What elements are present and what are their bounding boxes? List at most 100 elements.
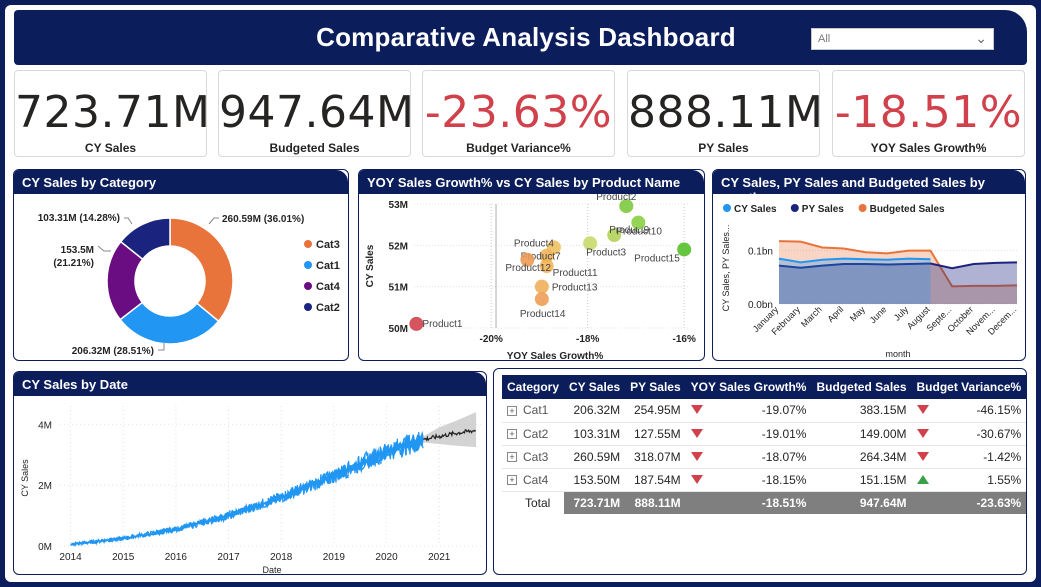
cy-sales-line[interactable]	[70, 432, 424, 548]
legend-item-budgeted-sales[interactable]: Budgeted Sales	[858, 204, 945, 215]
cell-py-sales: 127.55M	[625, 422, 686, 446]
expand-plus-icon[interactable]: +	[507, 452, 517, 463]
donut-slice-cat3[interactable]	[169, 217, 234, 323]
legend-item-cat2[interactable]: Cat2	[304, 302, 340, 314]
line-chart[interactable]: 2014 2015 2016 2017 2018 2019 2020 2021 0M 2M 4M Da…	[14, 396, 487, 575]
scatter-point-product15[interactable]	[677, 242, 692, 257]
total-py-sales: 888.11M	[625, 491, 686, 514]
header-category[interactable]: Category	[502, 375, 565, 399]
y-tick-label: 51M	[389, 283, 408, 294]
forecast-line[interactable]	[422, 429, 477, 442]
donut-slice-cat2[interactable]	[119, 217, 171, 261]
x-tick-label: May	[848, 304, 867, 323]
row-category[interactable]: + Cat4	[502, 468, 565, 492]
total-yoy-growth: -18.51%	[685, 491, 812, 514]
y-tick-label: 52M	[389, 241, 408, 252]
category-filter-dropdown[interactable]: All ⌄	[811, 28, 994, 50]
header-py-sales[interactable]: PY Sales	[625, 375, 686, 399]
header-budget-variance[interactable]: Budget Variance%	[911, 375, 1027, 399]
header-cy-sales[interactable]: CY Sales	[564, 375, 626, 399]
donut-chart[interactable]: 260.59M (36.01%) 206.32M (28.51%) 153.5M (2…	[14, 194, 349, 361]
header-budgeted-sales[interactable]: Budgeted Sales	[811, 375, 912, 399]
legend-item-cat1[interactable]: Cat1	[304, 260, 340, 272]
row-category[interactable]: + Cat2	[502, 422, 565, 446]
row-category[interactable]: + Cat3	[502, 445, 565, 469]
cell-yoy-growth: -18.15%	[685, 468, 812, 492]
scatter-point-product1[interactable]	[409, 316, 424, 331]
x-tick-label: 2016	[165, 552, 188, 563]
scatter-point-product2[interactable]	[619, 199, 634, 214]
area-cy-sales[interactable]	[779, 258, 931, 304]
cell-budgeted-sales: 151.15M	[811, 468, 912, 492]
trend-down-icon	[690, 405, 703, 415]
y-tick-label: 4M	[38, 420, 52, 431]
scatter-point-product10[interactable]	[631, 215, 646, 230]
leader-line	[208, 217, 219, 225]
line-py-sales[interactable]	[778, 261, 1018, 270]
table-header-row: Category CY Sales PY Sales YOY Sales Gro…	[502, 375, 1027, 399]
line-budgeted-sales[interactable]	[778, 240, 1018, 288]
table-row[interactable]: + Cat3 260.59M 318.07M -18.07% 264.34M -1.42%	[502, 445, 1027, 469]
point-label: Product4	[514, 238, 554, 249]
point-label: Product9	[609, 225, 649, 236]
scatter-point-product13[interactable]	[534, 279, 549, 294]
kpi-card-yoy-growth[interactable]: -18.51% YOY Sales Growth%	[832, 70, 1025, 157]
kpi-card-budget-variance[interactable]: -23.63% Budget Variance%	[422, 70, 615, 157]
x-tick-label: -16%	[672, 334, 695, 345]
x-axis-title: YOY Sales Growth%	[507, 351, 604, 361]
matrix-table: Category CY Sales PY Sales YOY Sales Gro…	[502, 375, 1027, 514]
yoy-value: -18.15%	[761, 472, 807, 487]
y-tick-label: 0M	[38, 542, 52, 553]
leader-line	[158, 342, 165, 351]
kpi-value: 723.71M	[15, 87, 211, 138]
legend-item-py-sales[interactable]: PY Sales	[790, 204, 845, 215]
table-row[interactable]: + Cat1 206.32M 254.95M -19.07% 383.15M -46.15%	[502, 399, 1027, 423]
scatter-point-product7[interactable]	[539, 248, 554, 263]
point-label: Product10	[616, 227, 662, 238]
kpi-card-py-sales[interactable]: 888.11M PY Sales	[627, 70, 823, 157]
yoy-value: -19.01%	[761, 426, 807, 441]
scatter-point-product11[interactable]	[539, 259, 554, 273]
kpi-value: -23.63%	[424, 87, 613, 138]
expand-plus-icon[interactable]: +	[507, 475, 517, 486]
legend-item-cy-sales[interactable]: CY Sales	[723, 204, 777, 215]
scatter-point-product12[interactable]	[520, 252, 535, 267]
area-budgeted-sales[interactable]	[779, 241, 1017, 304]
scatter-point-product9[interactable]	[607, 228, 622, 242]
kpi-label: PY Sales	[698, 141, 749, 155]
expand-plus-icon[interactable]: +	[507, 406, 517, 417]
table-row[interactable]: + Cat2 103.31M 127.55M -19.01% 149.00M -30.67%	[502, 422, 1027, 446]
row-category[interactable]: + Cat1	[502, 399, 565, 423]
x-tick-label: 2019	[323, 552, 346, 563]
area-chart-panel[interactable]: CY Sales, PY Sales and Budgeted Sales by…	[712, 169, 1026, 361]
donut-slice-cat1[interactable]	[119, 301, 220, 345]
area-chart[interactable]: CY Sales PY Sales Budgeted Sales 0.0bn 0.1bn…	[713, 194, 1026, 361]
cell-budget-variance: -30.67%	[911, 422, 1027, 446]
table-row[interactable]: + Cat4 153.50M 187.54M -18.15% 151.15M 1.55%	[502, 468, 1027, 492]
scatter-chart-panel[interactable]: YOY Sales Growth% vs CY Sales by Product…	[358, 169, 705, 361]
category-label: Cat1	[523, 403, 549, 418]
chevron-down-icon[interactable]: ⌄	[975, 30, 987, 46]
variance-value: -30.67%	[976, 426, 1022, 441]
area-py-sales[interactable]	[779, 262, 1017, 304]
scatter-point-product14[interactable]	[534, 292, 549, 307]
legend-label: CY Sales	[734, 204, 777, 215]
total-label: Total	[502, 491, 565, 514]
leader-line	[97, 245, 111, 252]
point-label: Product2	[596, 194, 636, 203]
cy-sales-series[interactable]	[70, 430, 424, 546]
legend-item-cat4[interactable]: Cat4	[304, 281, 341, 293]
expand-plus-icon[interactable]: +	[507, 429, 517, 440]
kpi-card-cy-sales[interactable]: 723.71M CY Sales	[14, 70, 211, 157]
line-chart-panel[interactable]: CY Sales by Date 2014 2015 2016 2017 2018 201…	[13, 371, 487, 575]
donut-chart-panel[interactable]: CY Sales by Category 260.59M (36.01%) 206…	[13, 169, 349, 361]
scatter-chart[interactable]: -20% -18% -16% 50M 51M 52M 53M YOY Sales Growth…	[359, 194, 705, 361]
variance-value: -1.42%	[983, 449, 1022, 464]
y-tick-label: 0.1bn	[748, 247, 773, 258]
kpi-card-budgeted-sales[interactable]: 947.64M Budgeted Sales	[218, 70, 414, 157]
header-yoy-growth[interactable]: YOY Sales Growth%	[685, 375, 812, 399]
line-cy-sales[interactable]	[778, 257, 931, 264]
legend-item-cat3[interactable]: Cat3	[304, 239, 340, 251]
kpi-label: Budgeted Sales	[269, 141, 360, 155]
scatter-point-product3[interactable]	[583, 236, 598, 251]
